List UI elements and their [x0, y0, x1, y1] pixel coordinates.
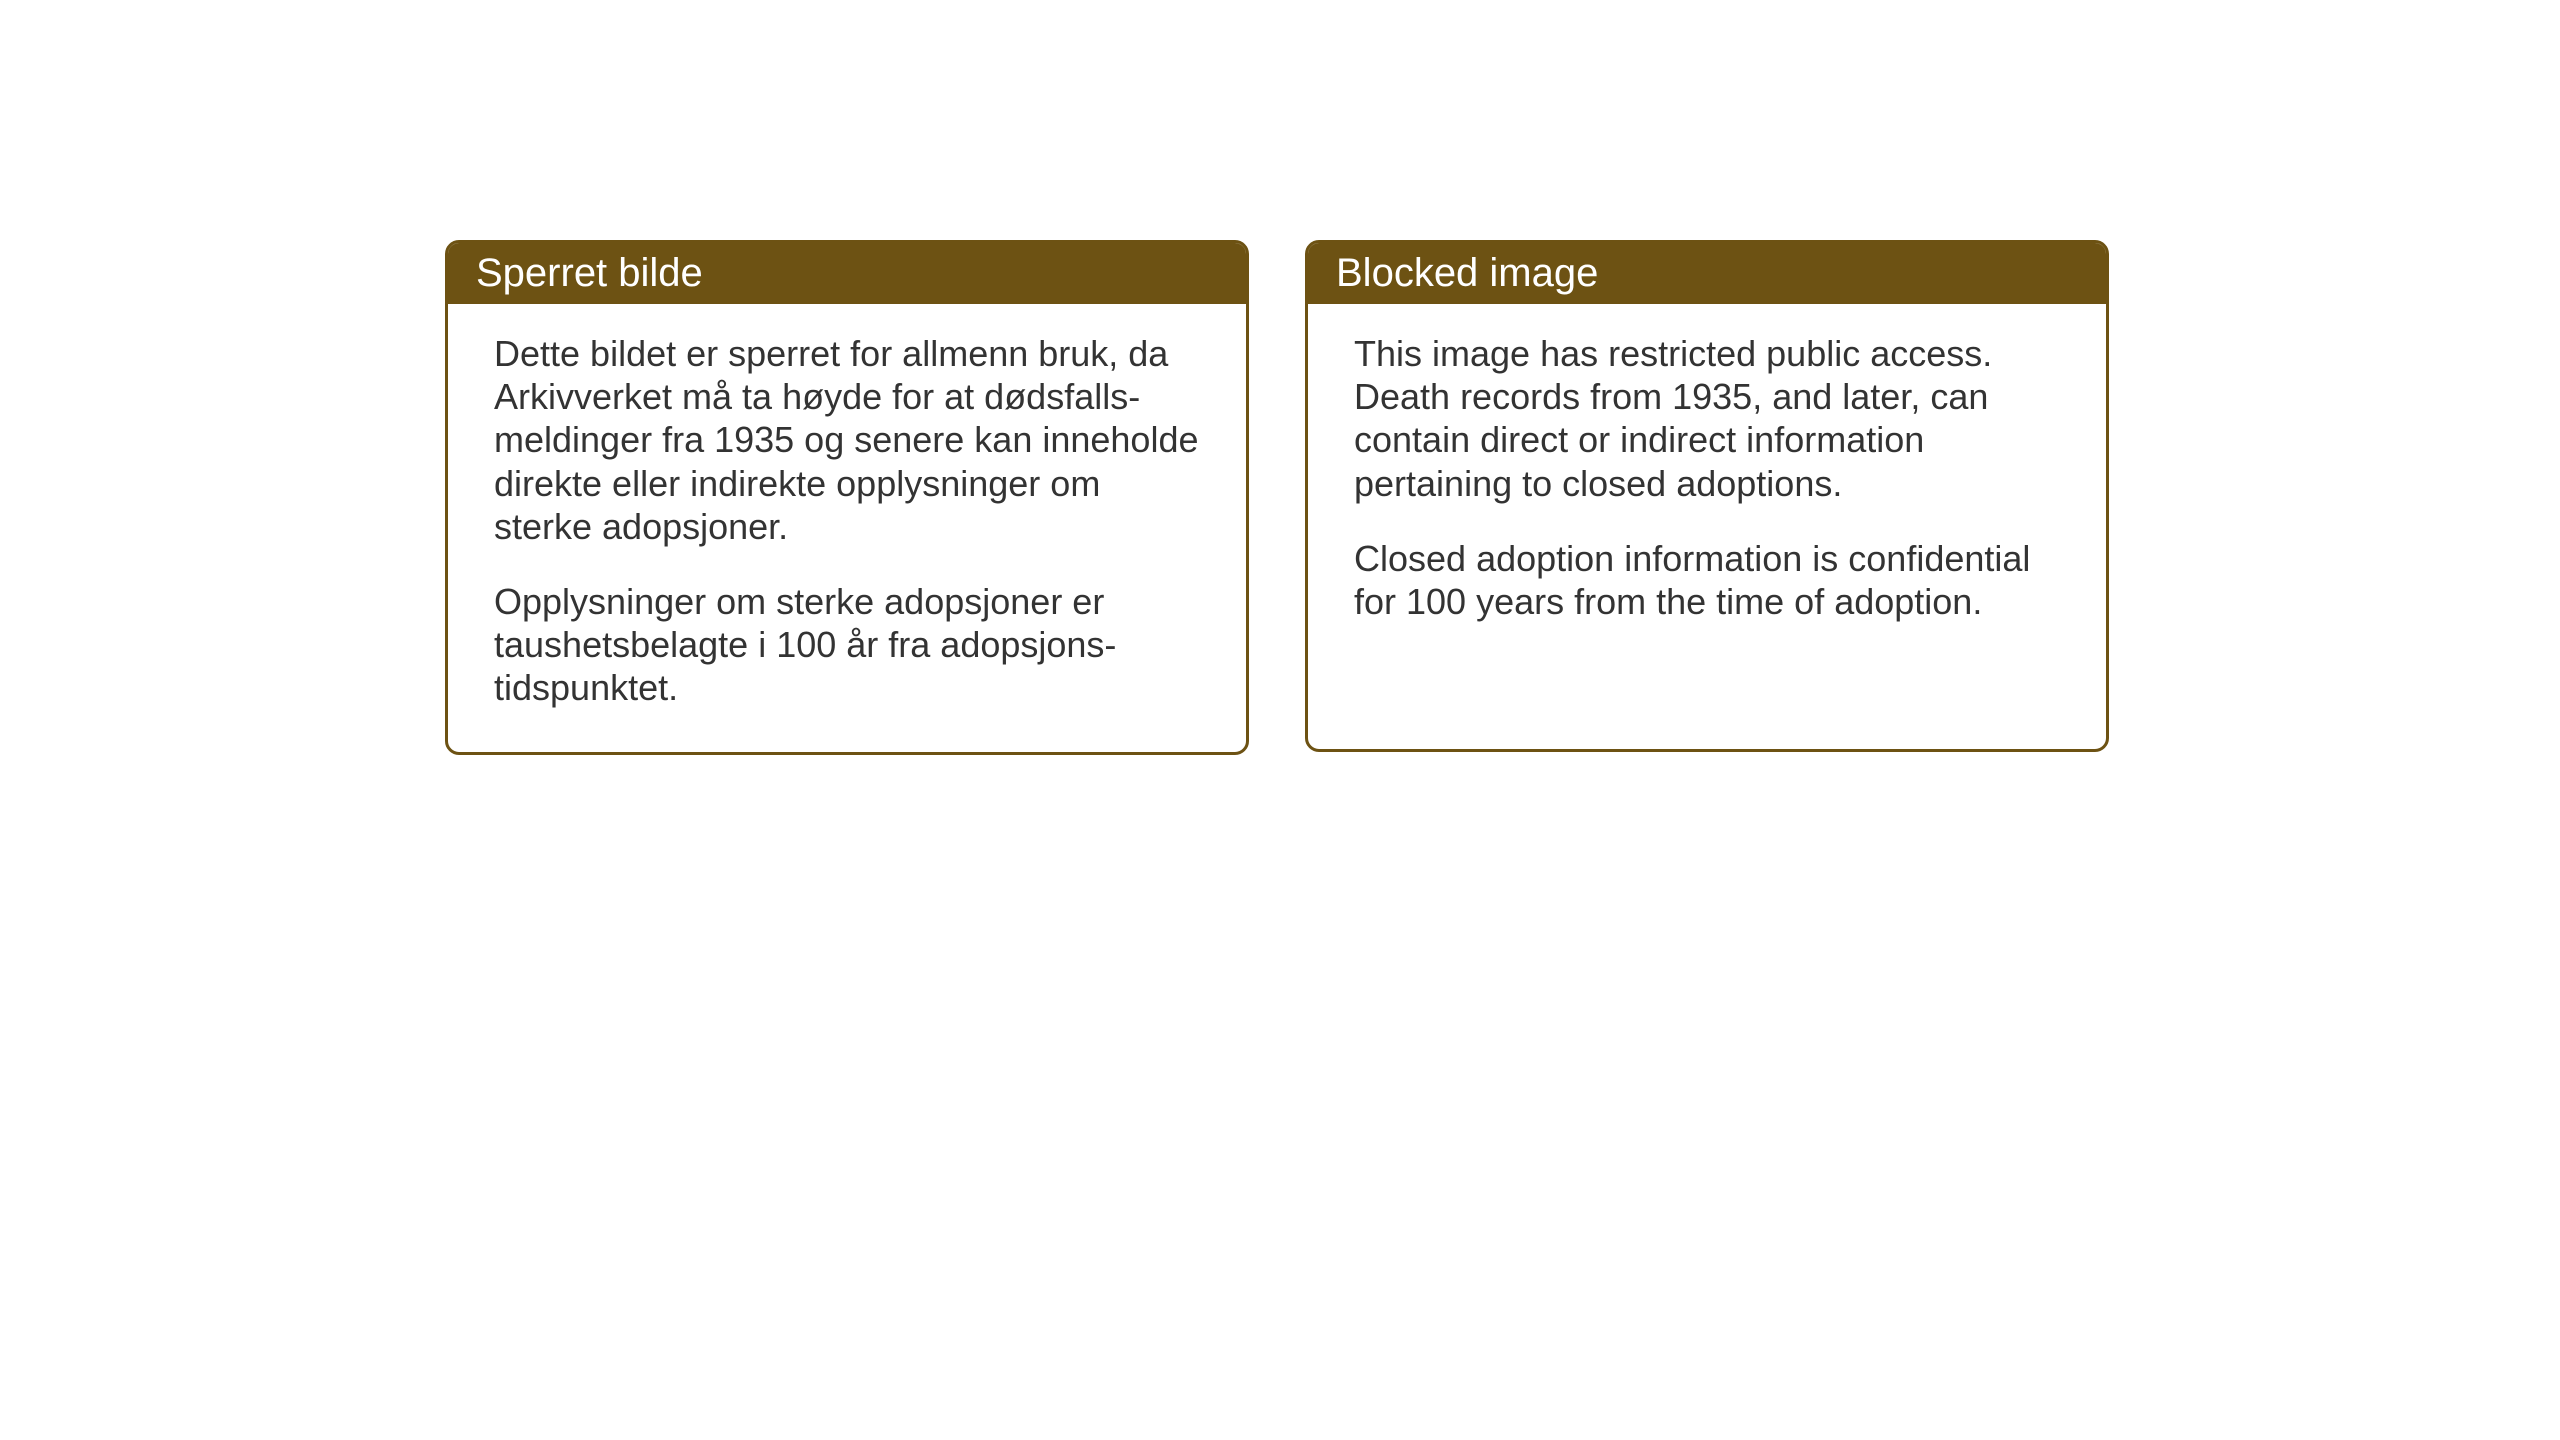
- english-paragraph-2: Closed adoption information is confident…: [1354, 537, 2060, 623]
- norwegian-card-body: Dette bildet er sperret for allmenn bruk…: [448, 304, 1246, 752]
- english-card-title: Blocked image: [1336, 251, 1598, 295]
- norwegian-paragraph-1: Dette bildet er sperret for allmenn bruk…: [494, 332, 1200, 548]
- english-paragraph-1: This image has restricted public access.…: [1354, 332, 2060, 505]
- english-card-header: Blocked image: [1308, 243, 2106, 304]
- norwegian-card-header: Sperret bilde: [448, 243, 1246, 304]
- norwegian-paragraph-2: Opplysninger om sterke adopsjoner er tau…: [494, 580, 1200, 710]
- english-card-body: This image has restricted public access.…: [1308, 304, 2106, 665]
- norwegian-card-title: Sperret bilde: [476, 251, 703, 295]
- english-notice-card: Blocked image This image has restricted …: [1305, 240, 2109, 752]
- norwegian-notice-card: Sperret bilde Dette bildet er sperret fo…: [445, 240, 1249, 755]
- notice-container: Sperret bilde Dette bildet er sperret fo…: [445, 240, 2109, 755]
